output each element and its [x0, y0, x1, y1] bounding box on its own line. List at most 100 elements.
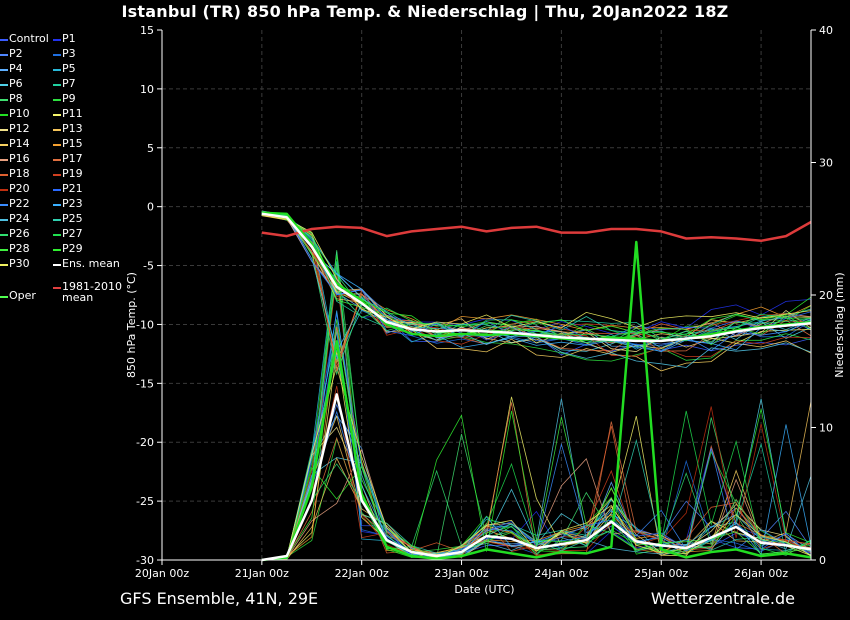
- legend-swatch: [53, 69, 61, 71]
- temperature-member-line: [261, 214, 812, 340]
- legend-label: P24: [9, 212, 30, 225]
- chart-title: Istanbul (TR) 850 hPa Temp. & Niederschl…: [121, 2, 729, 21]
- legend-swatch: [0, 234, 8, 236]
- x-tick-label: 21Jan 00z: [235, 567, 289, 580]
- legend-item: P11: [53, 108, 83, 122]
- y-left-tick-label: -30: [136, 554, 154, 567]
- legend-swatch: [0, 249, 8, 251]
- legend-item: P1: [53, 33, 76, 47]
- legend-label: P10: [9, 107, 30, 120]
- legend-swatch: [0, 159, 8, 161]
- y-left-tick-label: 5: [147, 142, 154, 155]
- precip-member-line: [261, 354, 812, 561]
- legend-swatch: [0, 84, 8, 86]
- legend-label: P12: [9, 122, 30, 135]
- legend-swatch: [53, 287, 61, 289]
- legend-swatch: [0, 54, 8, 56]
- legend-item: P28: [0, 243, 30, 257]
- precip-member-line: [261, 408, 812, 561]
- x-tick-label: 20Jan 00z: [135, 567, 189, 580]
- y-right-tick-label: 40: [819, 24, 833, 37]
- legend-swatch: [53, 174, 61, 176]
- legend-label: P13: [62, 122, 83, 135]
- legend-label: P14: [9, 137, 30, 150]
- y-left-tick-label: -20: [136, 436, 154, 449]
- legend-label: P6: [9, 77, 23, 90]
- legend-swatch: [0, 129, 8, 131]
- precip-member-line: [261, 261, 812, 561]
- temperature-ens-mean-line: [261, 212, 812, 343]
- precip-oper-line: [261, 240, 812, 562]
- y-right-axis-label: Niederschlag (mm): [833, 272, 846, 377]
- precip-member-line: [261, 365, 812, 561]
- y-left-tick-label: 10: [140, 83, 154, 96]
- legend-label: P16: [9, 152, 30, 165]
- y-left-tick-label: -15: [136, 377, 154, 390]
- legend-item: P7: [53, 78, 76, 92]
- y-right-tick-label: 0: [819, 554, 826, 567]
- legend-item: P23: [53, 198, 83, 212]
- legend-item: P18: [0, 168, 30, 182]
- legend-swatch: [0, 189, 8, 191]
- legend-item: P25: [53, 213, 83, 227]
- legend-swatch: [53, 54, 61, 56]
- footer-model-info: GFS Ensemble, 41N, 29E: [120, 589, 319, 608]
- x-tick-label: 25Jan 00z: [634, 567, 688, 580]
- legend-swatch: [0, 99, 8, 101]
- footer-site: Wetterzentrale.de: [650, 589, 795, 608]
- legend-item: P3: [53, 48, 76, 62]
- legend-swatch: [53, 204, 61, 206]
- legend-item: Oper: [0, 290, 36, 304]
- legend-item: P8: [0, 93, 23, 107]
- x-tick-label: 24Jan 00z: [534, 567, 588, 580]
- y-left-tick-label: 0: [147, 201, 154, 214]
- legend-label: P26: [9, 227, 30, 240]
- legend-swatch: [0, 204, 8, 206]
- legend-swatch: [53, 234, 61, 236]
- legend-swatch: [0, 219, 8, 221]
- legend-label: P2: [9, 47, 23, 60]
- temperature-member-line: [261, 215, 812, 330]
- legend-label: P22: [9, 197, 30, 210]
- y-right-tick-label: 20: [819, 289, 833, 302]
- legend-item: P22: [0, 198, 30, 212]
- legend-label: P17: [62, 152, 83, 165]
- legend-item: P29: [53, 243, 83, 257]
- legend-swatch: [53, 189, 61, 191]
- temperature-member-line: [261, 214, 812, 344]
- y-right-tick-label: 10: [819, 422, 833, 435]
- legend-item: P10: [0, 108, 30, 122]
- legend-item: P9: [53, 93, 76, 107]
- legend: Control P1 P2 P3 P4 P5 P6 P7 P8 P9 P10 P11 P12 P13 P14…: [0, 33, 135, 323]
- legend-swatch: [53, 99, 61, 101]
- y-left-axis-label: 850 hPa Temp. (°C): [125, 272, 138, 378]
- legend-swatch: [0, 174, 8, 176]
- legend-swatch: [53, 129, 61, 131]
- legend-item: P19: [53, 168, 83, 182]
- x-tick-label: 22Jan 00z: [335, 567, 389, 580]
- legend-item: P4: [0, 63, 23, 77]
- legend-label: P27: [62, 227, 83, 240]
- legend-item: Ens. mean: [53, 258, 120, 272]
- x-axis-label: Date (UTC): [454, 583, 514, 596]
- climate-mean-line: [261, 220, 812, 243]
- legend-label: P7: [62, 77, 76, 90]
- legend-swatch: [53, 39, 61, 41]
- x-tick-label: 26Jan 00z: [734, 567, 788, 580]
- legend-label: P30: [9, 257, 30, 270]
- legend-swatch: [53, 159, 61, 161]
- legend-swatch: [53, 114, 61, 116]
- legend-swatch: [53, 219, 61, 221]
- legend-label: P28: [9, 242, 30, 255]
- legend-label: P21: [62, 182, 83, 195]
- legend-item: P6: [0, 78, 23, 92]
- legend-item: P21: [53, 183, 83, 197]
- legend-swatch: [0, 144, 8, 146]
- legend-label: P15: [62, 137, 83, 150]
- legend-label: P8: [9, 92, 23, 105]
- legend-label: P20: [9, 182, 30, 195]
- legend-item: P24: [0, 213, 30, 227]
- y-left-tick-label: -10: [136, 318, 154, 331]
- legend-swatch: [53, 264, 61, 266]
